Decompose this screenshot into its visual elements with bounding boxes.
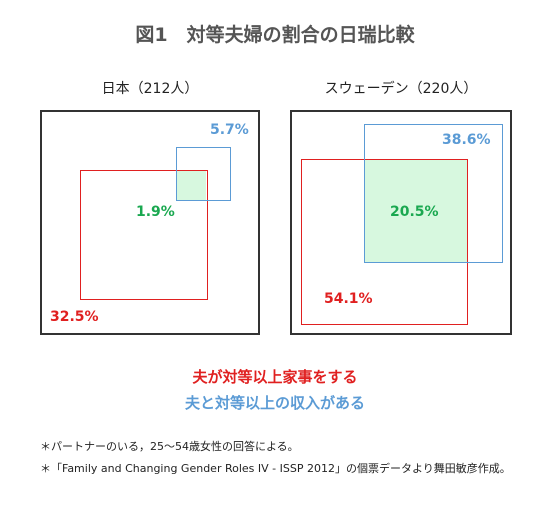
overlap-area-sweden <box>364 159 468 262</box>
housework-value-sweden: 54.1% <box>324 291 373 307</box>
overlap-value-japan: 1.9% <box>136 204 175 220</box>
overlap-area-japan <box>176 170 206 200</box>
overlap-value-sweden: 20.5% <box>390 204 439 220</box>
income-value-japan: 5.7% <box>210 122 249 138</box>
figure-title: 図1 対等夫婦の割合の日瑞比較 <box>135 24 415 46</box>
panel-frame-sweden: 38.6% 20.5% 54.1% <box>290 110 512 335</box>
footnote-source: ＊「Family and Changing Gender Roles IV - … <box>40 462 511 475</box>
panel-caption-sweden: スウェーデン（220人） <box>324 81 478 97</box>
income-square-japan <box>176 147 231 201</box>
panel-caption-japan: 日本（212人） <box>101 81 199 97</box>
legend-income: 夫と対等以上の収入がある <box>184 394 365 412</box>
panel-frame-japan: 5.7% 1.9% 32.5% <box>40 110 260 335</box>
income-square-sweden <box>364 124 503 263</box>
footnote-sample: ＊パートナーのいる，25～54歳女性の回答による。 <box>40 440 299 453</box>
housework-square-japan <box>80 170 208 300</box>
housework-square-sweden <box>301 159 468 325</box>
income-value-sweden: 38.6% <box>442 132 491 148</box>
housework-value-japan: 32.5% <box>50 309 99 325</box>
legend-housework: 夫が対等以上家事をする <box>192 368 358 386</box>
